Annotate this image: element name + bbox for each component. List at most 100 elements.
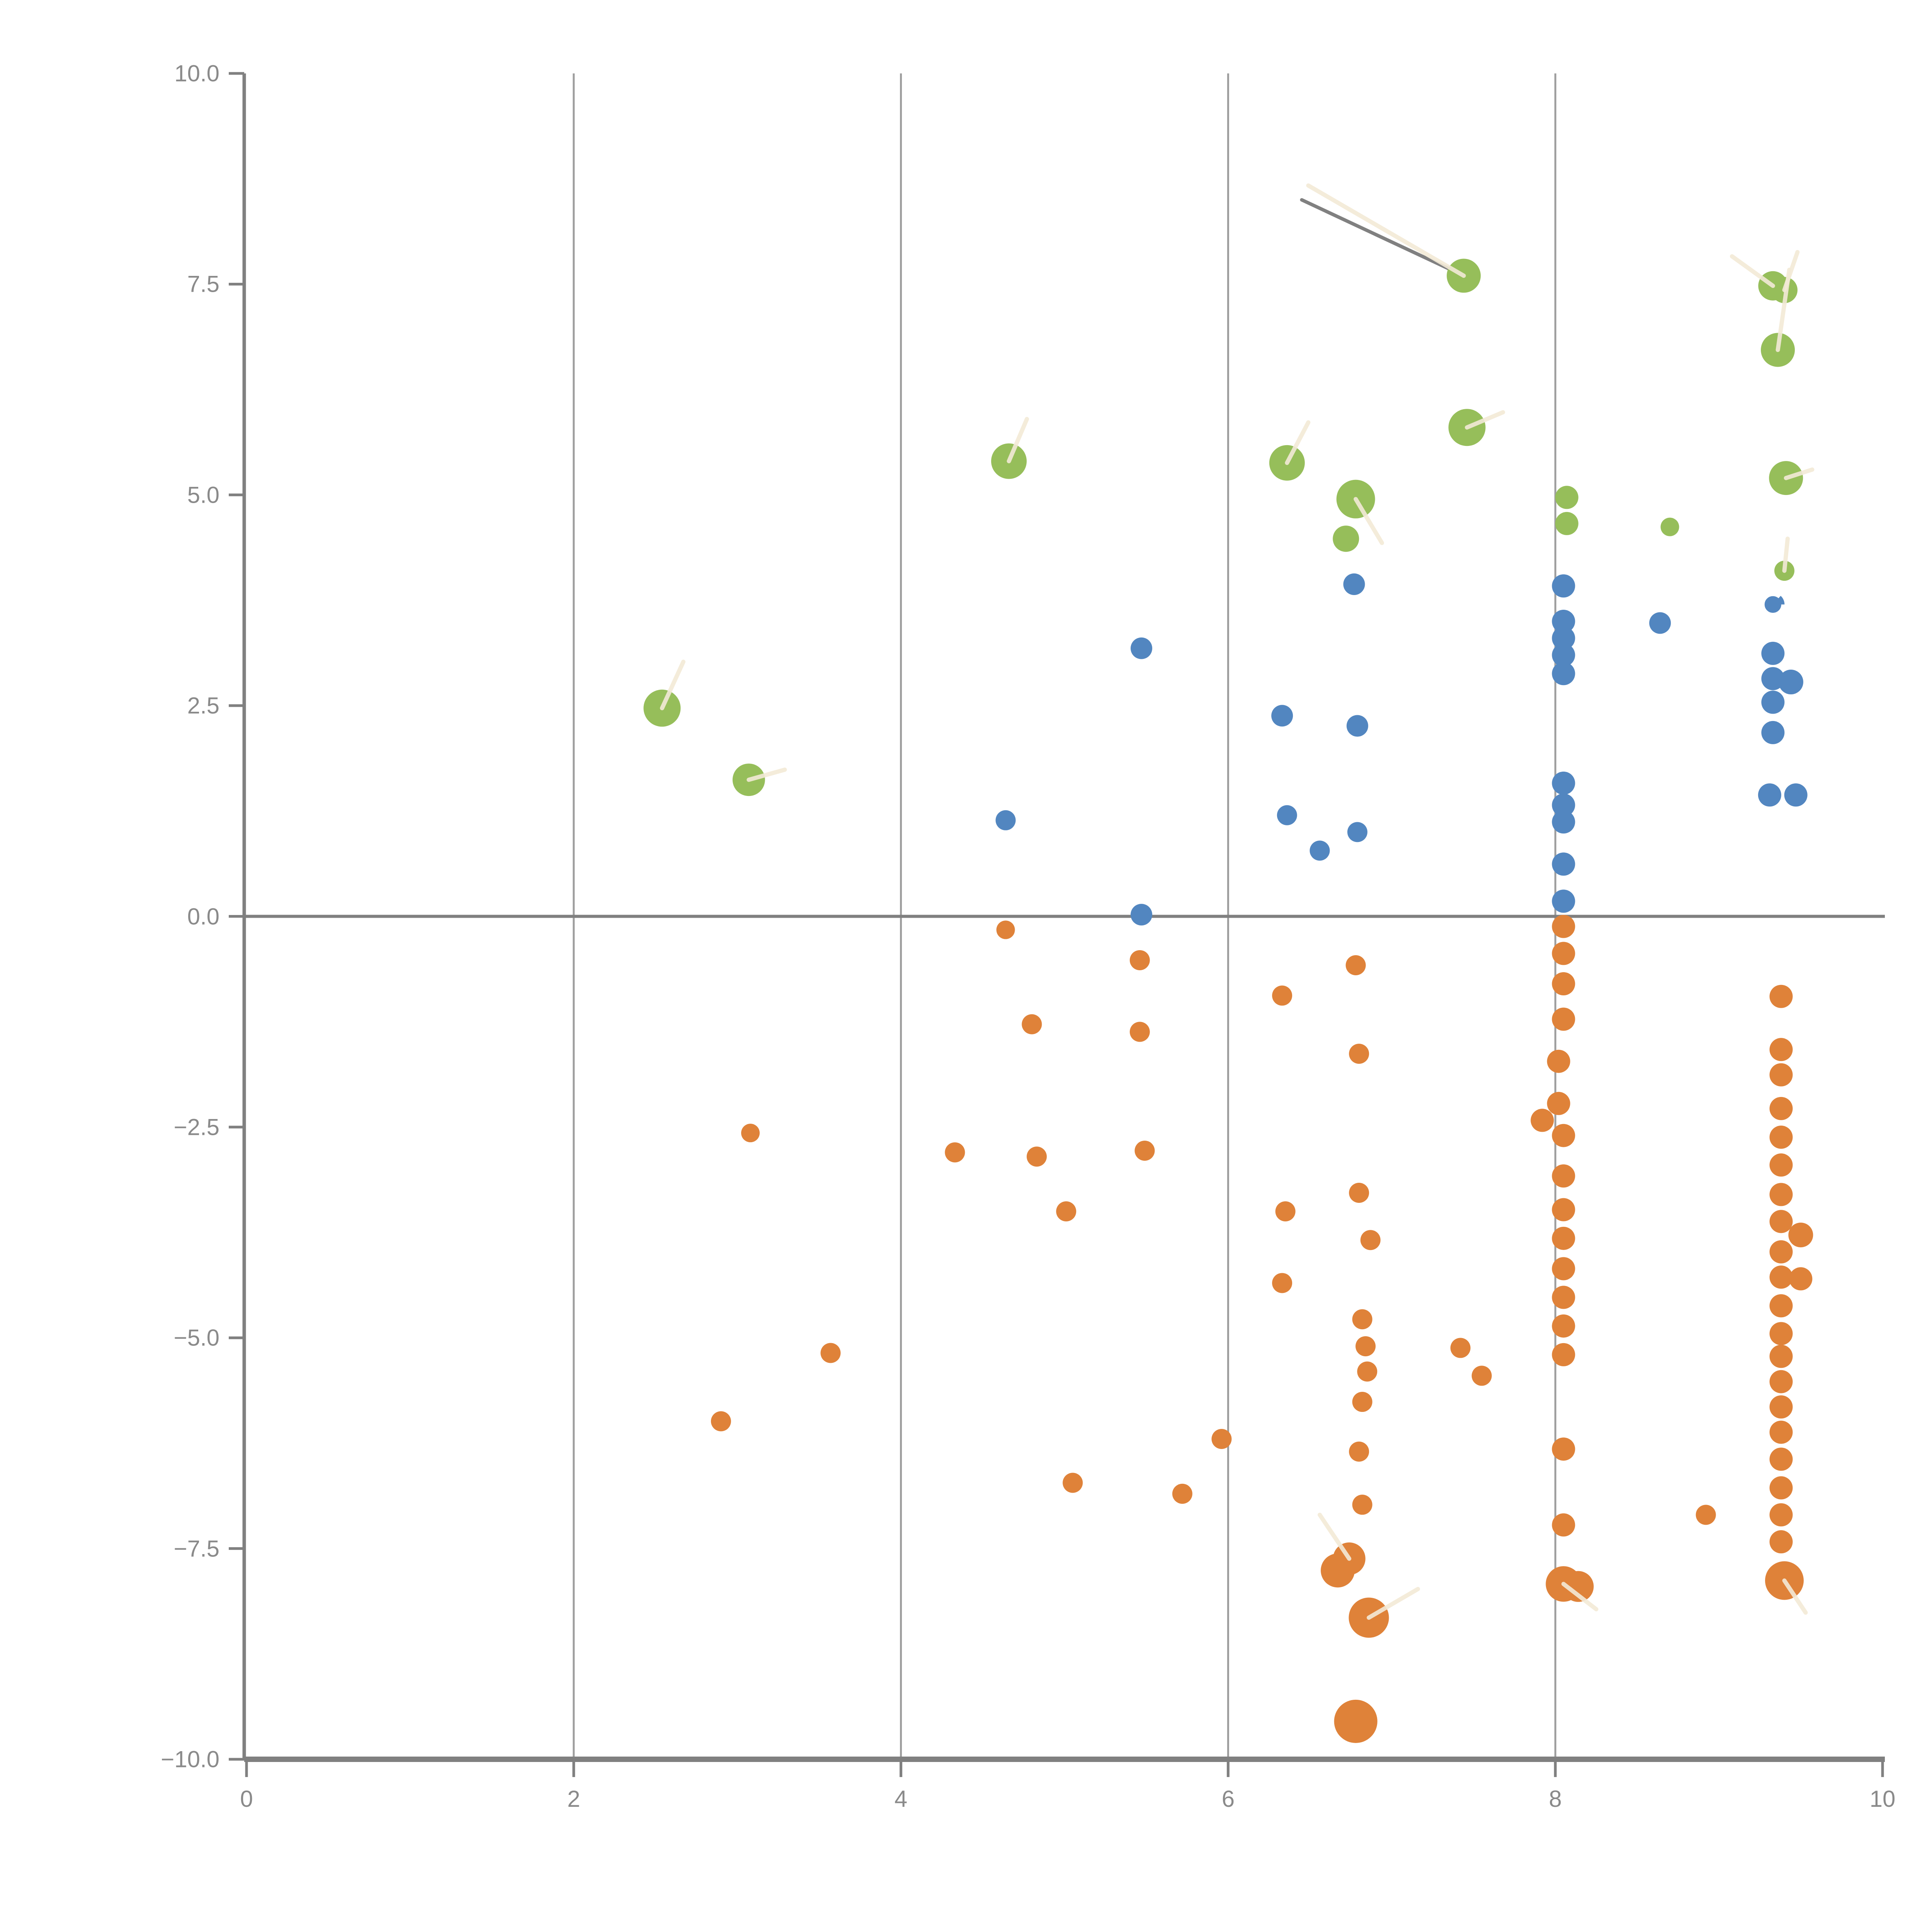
data-point-orange[interactable]	[1129, 950, 1150, 970]
data-point-orange[interactable]	[1211, 1429, 1232, 1449]
data-point-blue[interactable]	[995, 810, 1016, 830]
data-point-orange[interactable]	[1022, 1014, 1042, 1034]
data-point-blue[interactable]	[1346, 715, 1368, 737]
data-point-blue[interactable]	[1552, 643, 1575, 667]
data-point-blue[interactable]	[1761, 593, 1785, 616]
data-point-orange[interactable]	[1769, 1126, 1793, 1149]
data-point-blue[interactable]	[1347, 822, 1367, 842]
data-point-orange[interactable]	[1360, 1230, 1381, 1250]
data-point-orange[interactable]	[1552, 1226, 1575, 1250]
data-point-blue[interactable]	[1130, 904, 1152, 926]
data-point-orange[interactable]	[1552, 1437, 1575, 1461]
data-point-blue[interactable]	[1552, 771, 1575, 795]
data-point-orange[interactable]	[1272, 1273, 1293, 1293]
data-point-orange[interactable]	[1552, 1198, 1575, 1221]
data-point-blue[interactable]	[1552, 793, 1575, 817]
data-point-blue[interactable]	[1758, 783, 1781, 807]
data-point-orange[interactable]	[945, 1142, 965, 1163]
data-point-orange[interactable]	[1769, 1265, 1793, 1289]
data-point-orange[interactable]	[1345, 955, 1366, 976]
data-point-orange[interactable]	[1769, 1294, 1793, 1318]
data-point-orange[interactable]	[820, 1343, 841, 1363]
data-point-orange[interactable]	[1027, 1146, 1047, 1167]
data-point-orange[interactable]	[1769, 1097, 1793, 1120]
data-point-blue[interactable]	[1761, 690, 1785, 714]
data-point-orange[interactable]	[1172, 1483, 1192, 1504]
data-point-orange[interactable]	[1129, 1022, 1150, 1042]
data-point-orange[interactable]	[1769, 1063, 1793, 1087]
data-point-blue[interactable]	[1552, 852, 1575, 876]
data-point-orange[interactable]	[1552, 942, 1575, 965]
data-point-blue[interactable]	[1343, 573, 1365, 595]
data-point-orange[interactable]	[1769, 1503, 1793, 1527]
data-point-green[interactable]	[1555, 512, 1578, 535]
data-point-orange[interactable]	[1056, 1201, 1077, 1222]
data-point-orange[interactable]	[1349, 1183, 1369, 1203]
data-point-orange[interactable]	[1531, 1109, 1554, 1132]
data-point-orange[interactable]	[741, 1124, 760, 1143]
data-point-orange[interactable]	[1063, 1473, 1083, 1493]
data-point-blue[interactable]	[1778, 670, 1803, 695]
data-point-orange[interactable]	[1547, 1049, 1570, 1073]
data-point-orange[interactable]	[1552, 1286, 1575, 1309]
data-point-orange[interactable]	[1769, 1420, 1793, 1444]
data-point-orange[interactable]	[1769, 1395, 1793, 1419]
data-point-orange[interactable]	[1769, 1530, 1793, 1554]
data-point-orange[interactable]	[1352, 1495, 1372, 1515]
data-point-orange[interactable]	[1352, 1309, 1372, 1330]
data-point-orange[interactable]	[1334, 1699, 1378, 1743]
data-point-orange[interactable]	[1552, 1124, 1575, 1147]
data-point-orange[interactable]	[1769, 1447, 1793, 1471]
data-point-orange[interactable]	[1547, 1092, 1570, 1115]
data-point-orange[interactable]	[711, 1411, 731, 1432]
data-point-green[interactable]	[1555, 486, 1578, 509]
data-point-orange[interactable]	[1552, 1007, 1575, 1031]
data-point-orange[interactable]	[1272, 985, 1293, 1006]
data-point-orange[interactable]	[996, 920, 1015, 939]
data-point-orange[interactable]	[1769, 1183, 1793, 1206]
data-point-orange[interactable]	[1552, 1513, 1575, 1537]
data-point-orange[interactable]	[1349, 1441, 1369, 1462]
data-point-orange[interactable]	[1321, 1553, 1355, 1588]
data-point-orange[interactable]	[1552, 1257, 1575, 1281]
data-point-orange[interactable]	[1769, 1210, 1793, 1233]
data-point-blue[interactable]	[1761, 667, 1785, 690]
data-point-orange[interactable]	[1769, 1038, 1793, 1061]
data-point-orange[interactable]	[1769, 1240, 1793, 1264]
data-point-orange[interactable]	[1355, 1336, 1376, 1357]
data-point-orange[interactable]	[1552, 1314, 1575, 1338]
data-point-blue[interactable]	[1271, 705, 1293, 727]
data-point-orange[interactable]	[1450, 1338, 1471, 1358]
data-point-orange[interactable]	[1552, 1164, 1575, 1188]
data-point-orange[interactable]	[1471, 1366, 1492, 1386]
data-point-orange[interactable]	[1275, 1201, 1296, 1222]
data-point-orange[interactable]	[1134, 1140, 1155, 1161]
data-point-orange[interactable]	[1349, 1044, 1369, 1064]
data-point-green[interactable]	[1333, 526, 1359, 552]
data-point-orange[interactable]	[1552, 915, 1575, 938]
data-point-blue[interactable]	[1130, 637, 1152, 659]
data-point-orange[interactable]	[1769, 1153, 1793, 1177]
data-point-blue[interactable]	[1649, 612, 1671, 634]
data-point-orange[interactable]	[1769, 1370, 1793, 1393]
data-point-blue[interactable]	[1310, 840, 1330, 861]
data-point-blue[interactable]	[1761, 641, 1785, 665]
data-point-blue[interactable]	[1761, 721, 1785, 744]
data-point-blue[interactable]	[1277, 805, 1297, 825]
data-point-orange[interactable]	[1769, 985, 1793, 1008]
data-point-blue[interactable]	[1784, 783, 1808, 807]
data-point-orange[interactable]	[1352, 1392, 1372, 1412]
data-point-blue[interactable]	[1552, 889, 1575, 913]
data-point-orange[interactable]	[1789, 1267, 1813, 1291]
data-point-orange[interactable]	[1788, 1223, 1813, 1248]
data-point-green[interactable]	[1660, 517, 1679, 536]
data-point-orange[interactable]	[1696, 1505, 1716, 1525]
data-point-orange[interactable]	[1769, 1476, 1793, 1500]
data-point-orange[interactable]	[1769, 1345, 1793, 1368]
data-point-orange[interactable]	[1552, 972, 1575, 996]
data-point-orange[interactable]	[1552, 1343, 1575, 1366]
data-point-orange[interactable]	[1357, 1361, 1378, 1382]
data-point-blue[interactable]	[1552, 609, 1575, 633]
data-point-blue[interactable]	[1552, 626, 1575, 650]
data-point-blue[interactable]	[1552, 574, 1575, 598]
